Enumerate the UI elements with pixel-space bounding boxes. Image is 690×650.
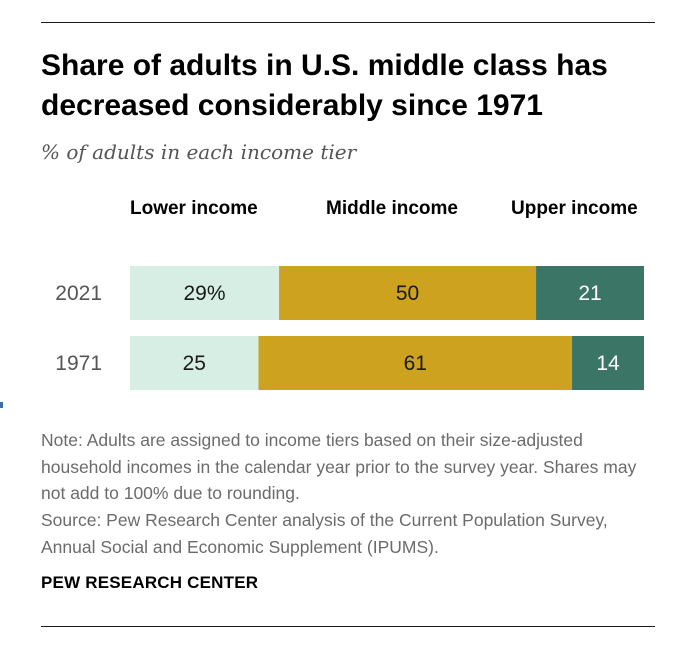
data-label-middle-income-2021: 50 xyxy=(396,282,419,305)
data-label-lower-income-1971: 25 xyxy=(183,352,206,375)
data-label-lower-income-2021: 29% xyxy=(184,282,226,305)
bottom-rule xyxy=(41,626,655,627)
bar-lower-income-2021 xyxy=(130,266,280,320)
legend-lower-income: Lower income xyxy=(130,198,258,219)
chart-subtitle: % of adults in each income tier xyxy=(41,140,357,164)
edge-mark xyxy=(0,402,3,408)
data-label-upper-income-2021: 21 xyxy=(578,282,601,305)
chart-note: Note: Adults are assigned to income tier… xyxy=(41,430,637,503)
category-label-1971: 1971 xyxy=(55,352,102,375)
bar-middle-income-2021 xyxy=(279,266,537,320)
chart-title: Share of adults in U.S. middle class has… xyxy=(41,49,608,122)
top-rule xyxy=(41,22,655,23)
category-label-2021: 2021 xyxy=(55,282,102,305)
legend-middle-income: Middle income xyxy=(326,198,458,219)
data-label-middle-income-1971: 61 xyxy=(404,352,427,375)
bar-upper-income-2021 xyxy=(536,266,644,320)
bar-upper-income-1971 xyxy=(572,336,644,390)
chart-source: Source: Pew Research Center analysis of … xyxy=(41,510,608,557)
stacked-bar-chart: 2021 29% 50 21 1971 25 61 14 xyxy=(55,266,644,390)
data-label-upper-income-1971: 14 xyxy=(596,352,620,375)
bar-lower-income-1971 xyxy=(130,336,259,390)
bar-middle-income-1971 xyxy=(258,336,573,390)
organization-label: PEW RESEARCH CENTER xyxy=(41,573,259,592)
legend-upper-income: Upper income xyxy=(511,198,638,219)
